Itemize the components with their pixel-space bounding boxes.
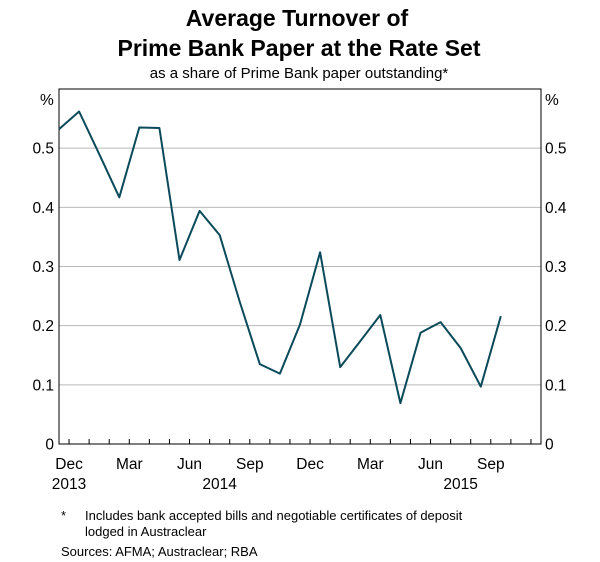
x-tick-label: Mar — [357, 456, 384, 473]
y-tick-right-label: 0.1 — [545, 377, 567, 394]
chart-title-line-1: Average Turnover of — [186, 5, 409, 31]
x-tick-label: Mar — [116, 456, 143, 473]
x-tick-label: Jun — [418, 456, 443, 473]
x-axis-month-labels: Dec Mar Jun Sep Dec Mar Jun Sep — [55, 456, 504, 473]
y-tick-left-label: 0 — [45, 437, 54, 454]
plot-frame — [58, 88, 542, 445]
y-axis-right-labels: 0 0.1 0.2 0.3 0.4 0.5 — [545, 141, 567, 454]
y-tick-right-label: 0.2 — [545, 318, 567, 335]
footnote-text-line-1: Includes bank accepted bills and negotia… — [85, 508, 463, 523]
x-axis-ticks — [68, 439, 532, 444]
x-tick-label: Dec — [55, 456, 83, 473]
y-axis-right-unit: % — [545, 92, 559, 109]
x-year-label: 2015 — [443, 476, 477, 493]
y-tick-right-label: 0.5 — [545, 141, 567, 158]
y-axis-left-labels: 0 0.1 0.2 0.3 0.4 0.5 — [32, 141, 54, 454]
y-tick-left-label: 0.1 — [32, 377, 54, 394]
y-axis-left-unit: % — [40, 92, 54, 109]
chart-svg: Average Turnover of Prime Bank Paper at … — [32, 5, 567, 493]
y-tick-left-label: 0.5 — [32, 141, 54, 158]
y-tick-right-label: 0.4 — [545, 200, 567, 217]
x-year-label: 2014 — [202, 476, 237, 493]
x-year-label: 2013 — [52, 476, 86, 493]
y-tick-left-label: 0.2 — [32, 318, 54, 335]
x-tick-label: Sep — [477, 456, 505, 473]
x-tick-label: Sep — [236, 456, 264, 473]
y-tick-left-label: 0.4 — [32, 200, 54, 217]
sources-note: Sources: AFMA; Austraclear; RBA — [61, 544, 258, 559]
gridlines — [59, 147, 541, 386]
series-line-turnover — [58, 110, 502, 405]
y-tick-right-label: 0 — [545, 437, 554, 454]
chart-subtitle: as a share of Prime Bank paper outstandi… — [150, 65, 449, 82]
y-tick-left-label: 0.3 — [32, 259, 54, 276]
y-tick-right-label: 0.3 — [545, 259, 567, 276]
x-tick-label: Jun — [177, 456, 202, 473]
footnote-text-line-2: lodged in Austraclear — [85, 524, 207, 539]
chart-title-line-2: Prime Bank Paper at the Rate Set — [117, 35, 480, 61]
x-axis-year-labels: 2013 2014 2015 — [52, 476, 478, 493]
x-tick-label: Dec — [296, 456, 324, 473]
footnote-marker: * — [61, 508, 67, 523]
